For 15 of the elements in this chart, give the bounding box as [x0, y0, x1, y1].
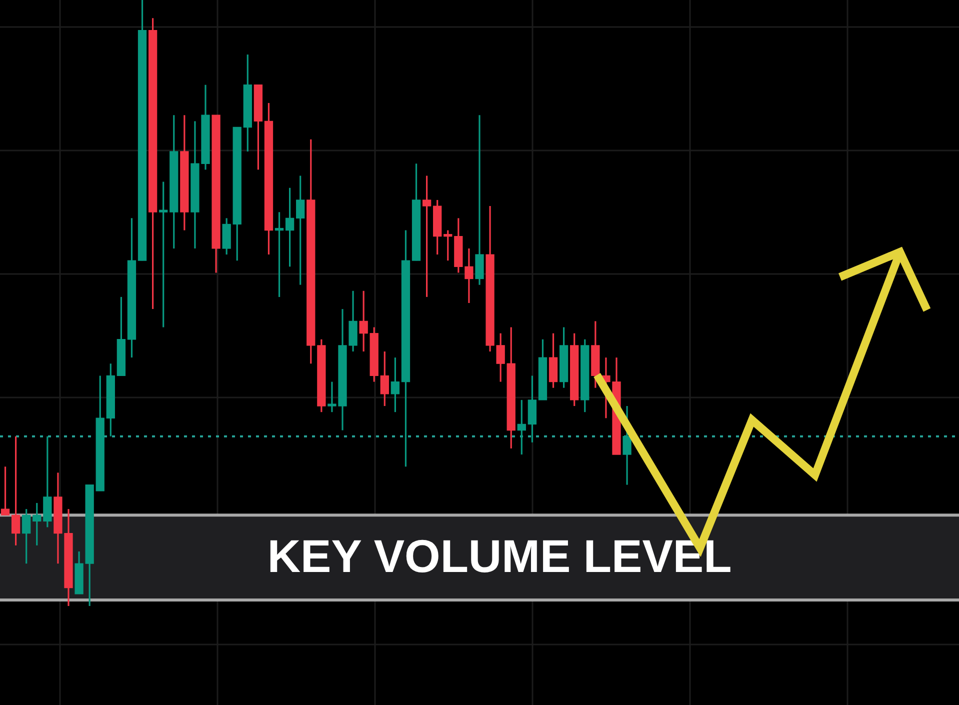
candlestick [359, 290, 368, 352]
candlestick [0, 466, 10, 516]
candlestick [390, 356, 400, 413]
candlestick [11, 436, 20, 546]
candlestick [159, 181, 168, 328]
candlestick [296, 174, 305, 286]
band-label: KEY VOLUME LEVEL [267, 530, 732, 582]
candlestick [517, 399, 526, 456]
candlestick [22, 508, 31, 564]
candlestick [274, 211, 284, 298]
candlestick [285, 187, 294, 268]
candlestick [32, 502, 42, 546]
candlestick [444, 229, 452, 262]
candlestick [422, 174, 432, 298]
candlestick [380, 350, 389, 407]
